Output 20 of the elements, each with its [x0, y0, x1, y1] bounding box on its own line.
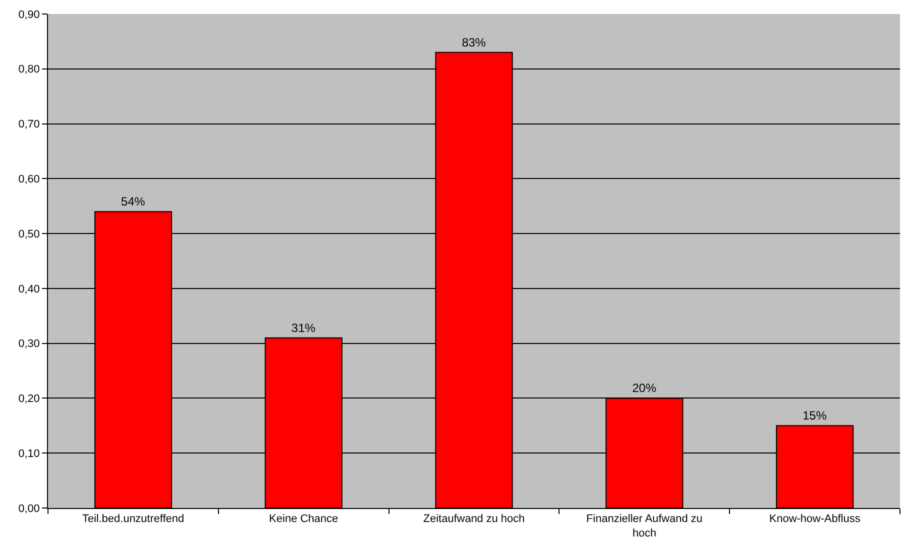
data-label: 83%	[462, 35, 486, 50]
x-tick-label: Finanzieller Aufwand zu hoch	[586, 513, 702, 540]
y-tick-label: 0,90	[18, 8, 40, 21]
y-tick-label: 0,60	[18, 174, 40, 186]
data-label: 31%	[291, 320, 316, 335]
y-tick-label: 0,50	[18, 228, 40, 240]
y-tick-label: 0,80	[18, 64, 40, 76]
x-tick-label: Zeitaufwand zu hoch	[423, 513, 525, 526]
data-label: 15%	[802, 408, 827, 423]
x-tick-label: Know-how-Abfluss	[769, 513, 861, 526]
data-label: 54%	[121, 194, 146, 209]
x-tick-label: Keine Chance	[269, 513, 338, 526]
y-tick-label: 0,30	[18, 338, 40, 350]
y-tick-label: 0,10	[18, 448, 40, 460]
y-tick-label: 0,20	[18, 393, 40, 406]
y-tick-label: 0,00	[18, 502, 40, 515]
y-tick-label: 0,70	[18, 118, 40, 131]
data-label: 20%	[632, 381, 657, 396]
y-tick-label: 0,40	[18, 283, 40, 296]
x-tick-label: Teil.bed.unzutreffend	[82, 513, 184, 526]
